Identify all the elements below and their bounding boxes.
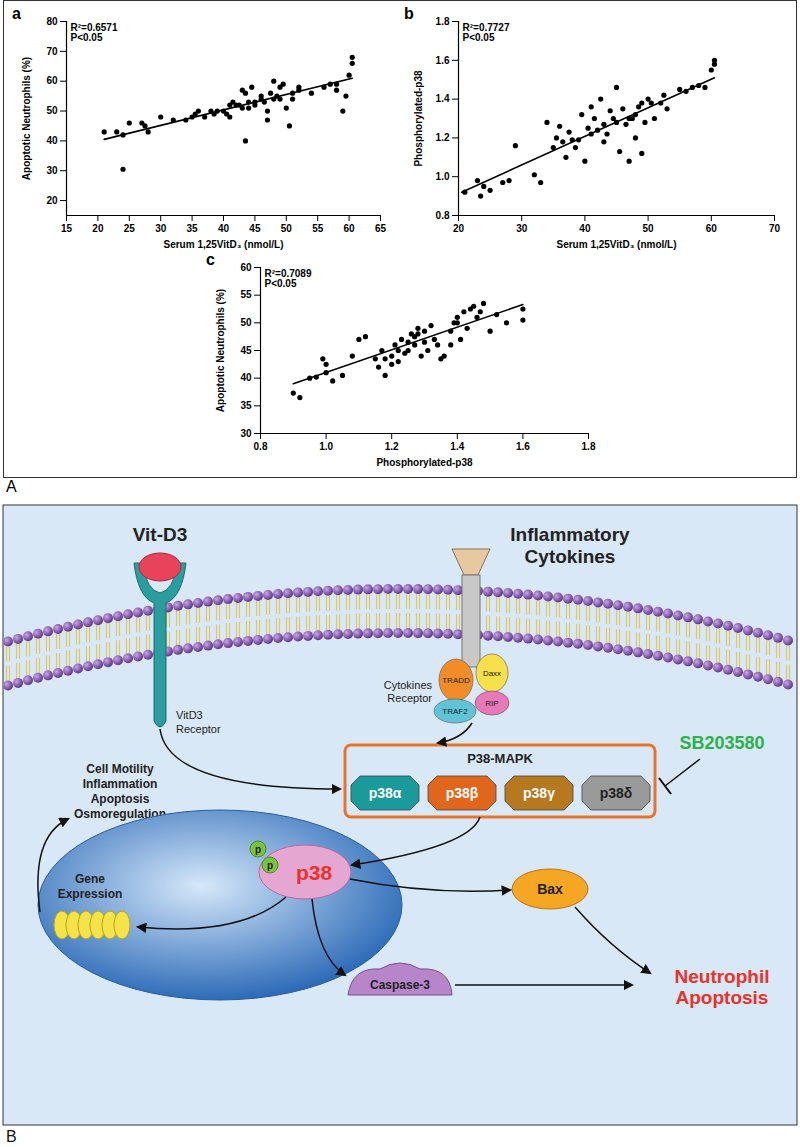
html-text:c: c	[206, 251, 215, 268]
svg-text:Osmoregulation: Osmoregulation	[74, 807, 166, 821]
html-text:b: b	[404, 5, 414, 22]
svg-text:1.6: 1.6	[436, 55, 450, 66]
svg-text:20: 20	[453, 223, 465, 234]
svg-text:P38-MAPK: P38-MAPK	[467, 751, 533, 766]
svg-text:15: 15	[61, 223, 73, 234]
svg-text:50: 50	[643, 223, 655, 234]
svg-text:p38δ: p38δ	[600, 785, 633, 801]
svg-text:40: 40	[218, 223, 230, 234]
svg-text:B: B	[6, 1128, 17, 1145]
svg-text:30: 30	[46, 165, 58, 176]
svg-text:1.2: 1.2	[385, 441, 399, 452]
html-text:A: A	[6, 478, 17, 495]
svg-text:1.4: 1.4	[450, 441, 464, 452]
svg-text:20: 20	[92, 223, 104, 234]
svg-text:VitD3: VitD3	[176, 709, 203, 721]
svg-text:30: 30	[155, 223, 167, 234]
svg-text:Phosphorylated-p38: Phosphorylated-p38	[413, 70, 424, 167]
svg-text:1.0: 1.0	[436, 171, 450, 182]
svg-text:60: 60	[46, 75, 58, 86]
svg-text:Cytokines: Cytokines	[525, 546, 616, 567]
svg-text:RIP: RIP	[485, 699, 498, 708]
svg-text:55: 55	[312, 223, 324, 234]
svg-text:1.8: 1.8	[436, 16, 450, 27]
svg-text:70: 70	[769, 223, 781, 234]
svg-text:40: 40	[46, 135, 58, 146]
svg-text:Vit-D3: Vit-D3	[133, 524, 188, 545]
svg-text:Cytokines: Cytokines	[384, 679, 433, 691]
svg-text:1.6: 1.6	[516, 441, 530, 452]
svg-text:35: 35	[187, 223, 199, 234]
svg-text:p38γ: p38γ	[523, 785, 555, 801]
svg-text:Daxx: Daxx	[483, 669, 501, 678]
svg-text:20: 20	[46, 195, 58, 206]
svg-text:R²=0.7089P<0.05: R²=0.7089P<0.05	[265, 268, 312, 289]
svg-text:p: p	[267, 860, 273, 871]
svg-text:35: 35	[240, 400, 252, 411]
svg-text:40: 40	[240, 372, 252, 383]
svg-text:p38α: p38α	[369, 785, 402, 801]
svg-text:Bax: Bax	[537, 881, 563, 897]
svg-text:Caspase-3: Caspase-3	[370, 978, 430, 992]
svg-text:Gene: Gene	[75, 872, 105, 886]
svg-text:30: 30	[240, 428, 252, 439]
svg-text:45: 45	[240, 345, 252, 356]
svg-text:R²=0.7727P<0.05: R²=0.7727P<0.05	[463, 22, 510, 43]
svg-text:Phosphorylated-p38: Phosphorylated-p38	[376, 457, 473, 468]
svg-text:0.8: 0.8	[436, 210, 450, 221]
svg-text:60: 60	[706, 223, 718, 234]
svg-text:p: p	[255, 844, 261, 855]
svg-text:Serum 1,25VitD₃ (nmol/L): Serum 1,25VitD₃ (nmol/L)	[556, 239, 676, 250]
svg-text:p38: p38	[296, 861, 333, 884]
svg-text:25: 25	[124, 223, 136, 234]
svg-text:Apoptotic Neutrophils (%): Apoptotic Neutrophils (%)	[215, 289, 226, 412]
svg-text:Apoptosis: Apoptosis	[91, 792, 150, 806]
svg-text:Apoptosis: Apoptosis	[676, 987, 769, 1008]
svg-text:Inflammation: Inflammation	[83, 777, 158, 791]
svg-text:60: 60	[240, 262, 252, 273]
svg-text:1.2: 1.2	[436, 132, 450, 143]
svg-text:1.4: 1.4	[436, 93, 450, 104]
svg-text:50: 50	[281, 223, 293, 234]
svg-text:TRADD: TRADD	[442, 676, 470, 685]
svg-text:55: 55	[240, 289, 252, 300]
svg-text:Receptor: Receptor	[176, 723, 221, 735]
svg-text:30: 30	[516, 223, 528, 234]
svg-text:70: 70	[46, 46, 58, 57]
html-text:a: a	[12, 5, 21, 22]
svg-text:45: 45	[249, 223, 261, 234]
svg-text:1.8: 1.8	[582, 441, 596, 452]
svg-text:R²=0.6571P<0.05: R²=0.6571P<0.05	[71, 22, 118, 43]
svg-text:Receptor: Receptor	[387, 692, 432, 704]
svg-text:Cell Motility: Cell Motility	[86, 762, 154, 776]
svg-text:TRAF2: TRAF2	[442, 707, 468, 716]
svg-text:1.0: 1.0	[319, 441, 333, 452]
svg-text:Expression: Expression	[58, 887, 123, 901]
svg-text:50: 50	[46, 105, 58, 116]
svg-text:p38β: p38β	[446, 785, 479, 801]
svg-text:Serum 1,25VitD₃ (nmol/L): Serum 1,25VitD₃ (nmol/L)	[163, 239, 283, 250]
svg-text:40: 40	[579, 223, 591, 234]
svg-text:80: 80	[46, 16, 58, 27]
svg-text:50: 50	[240, 317, 252, 328]
svg-text:0.8: 0.8	[254, 441, 268, 452]
svg-text:60: 60	[344, 223, 356, 234]
svg-text:SB203580: SB203580	[679, 733, 764, 753]
svg-text:Inflammatory: Inflammatory	[510, 524, 630, 545]
svg-text:Neutrophil: Neutrophil	[675, 966, 770, 987]
svg-text:65: 65	[375, 223, 387, 234]
svg-text:Apoptotic Neutrophils (%): Apoptotic Neutrophils (%)	[21, 57, 32, 180]
